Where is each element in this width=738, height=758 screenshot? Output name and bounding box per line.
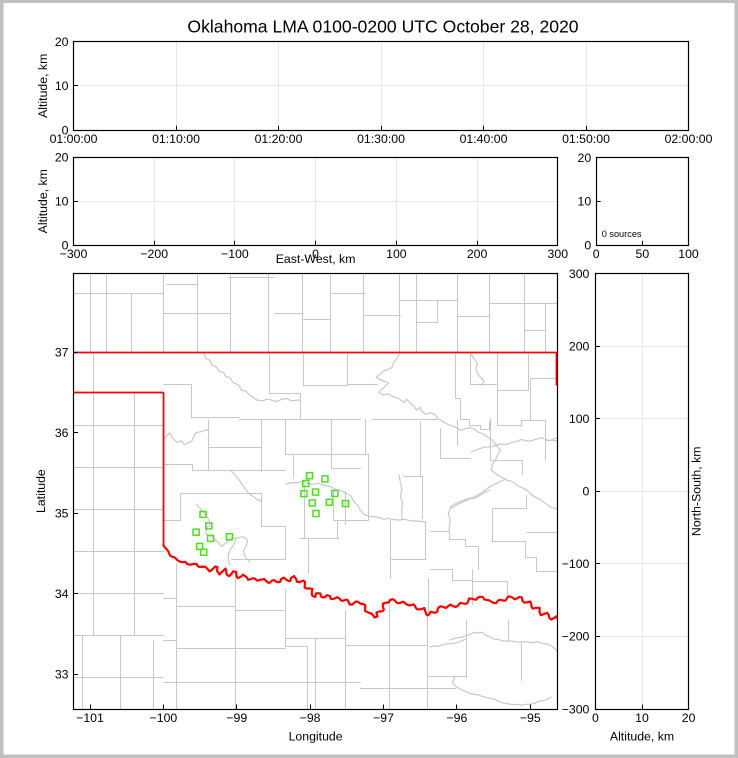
svg-text:Altitude, km: Altitude, km <box>610 729 674 743</box>
svg-text:01:10:00: 01:10:00 <box>152 132 200 146</box>
svg-text:−97: −97 <box>373 711 394 725</box>
svg-text:−99: −99 <box>226 711 247 725</box>
svg-text:20: 20 <box>55 151 69 165</box>
svg-text:200: 200 <box>467 247 488 261</box>
svg-text:−200: −200 <box>562 630 590 644</box>
svg-text:36: 36 <box>55 426 69 440</box>
svg-text:Longitude: Longitude <box>289 729 343 743</box>
svg-text:Altitude, km: Altitude, km <box>36 54 50 118</box>
svg-text:−100: −100 <box>150 711 178 725</box>
svg-text:300: 300 <box>548 247 569 261</box>
svg-text:100: 100 <box>569 412 590 426</box>
svg-text:33: 33 <box>55 667 69 681</box>
svg-text:0: 0 <box>62 239 69 253</box>
svg-text:0: 0 <box>593 247 600 261</box>
svg-text:−96: −96 <box>446 711 467 725</box>
svg-text:−98: −98 <box>300 711 321 725</box>
svg-text:−300: −300 <box>60 247 88 261</box>
svg-text:−101: −101 <box>76 711 104 725</box>
svg-text:0: 0 <box>312 247 319 261</box>
svg-text:01:20:00: 01:20:00 <box>255 132 303 146</box>
svg-text:35: 35 <box>55 506 69 520</box>
svg-text:01:40:00: 01:40:00 <box>460 132 508 146</box>
svg-text:0: 0 <box>584 239 591 253</box>
svg-text:200: 200 <box>569 340 590 354</box>
svg-text:North-South, km: North-South, km <box>690 447 704 537</box>
svg-text:01:00:00: 01:00:00 <box>50 132 98 146</box>
svg-text:0: 0 <box>583 485 590 499</box>
svg-text:100: 100 <box>678 247 699 261</box>
svg-text:34: 34 <box>55 587 69 601</box>
svg-text:02:00:00: 02:00:00 <box>665 132 713 146</box>
svg-text:Oklahoma LMA 0100-0200 UTC Oct: Oklahoma LMA 0100-0200 UTC October 28, 2… <box>187 16 578 36</box>
svg-text:100: 100 <box>386 247 407 261</box>
svg-text:10: 10 <box>635 711 649 725</box>
svg-text:300: 300 <box>569 267 590 281</box>
svg-text:Altitude, km: Altitude, km <box>36 169 50 233</box>
svg-text:20: 20 <box>682 711 696 725</box>
svg-text:0: 0 <box>62 124 69 138</box>
svg-text:0: 0 <box>592 711 599 725</box>
svg-text:01:50:00: 01:50:00 <box>562 132 610 146</box>
svg-text:37: 37 <box>55 345 69 359</box>
svg-text:20: 20 <box>578 151 592 165</box>
svg-text:0 sources: 0 sources <box>602 229 642 239</box>
svg-text:−100: −100 <box>221 247 249 261</box>
svg-text:20: 20 <box>55 35 69 49</box>
svg-text:10: 10 <box>55 195 69 209</box>
svg-text:−300: −300 <box>562 702 590 716</box>
svg-text:50: 50 <box>636 247 650 261</box>
svg-text:−200: −200 <box>140 247 168 261</box>
svg-text:01:30:00: 01:30:00 <box>357 132 405 146</box>
svg-text:East-West, km: East-West, km <box>276 252 356 266</box>
svg-text:Latitude: Latitude <box>34 469 48 513</box>
svg-text:−100: −100 <box>562 557 590 571</box>
svg-text:−95: −95 <box>520 711 541 725</box>
svg-text:10: 10 <box>55 79 69 93</box>
svg-text:10: 10 <box>578 195 592 209</box>
